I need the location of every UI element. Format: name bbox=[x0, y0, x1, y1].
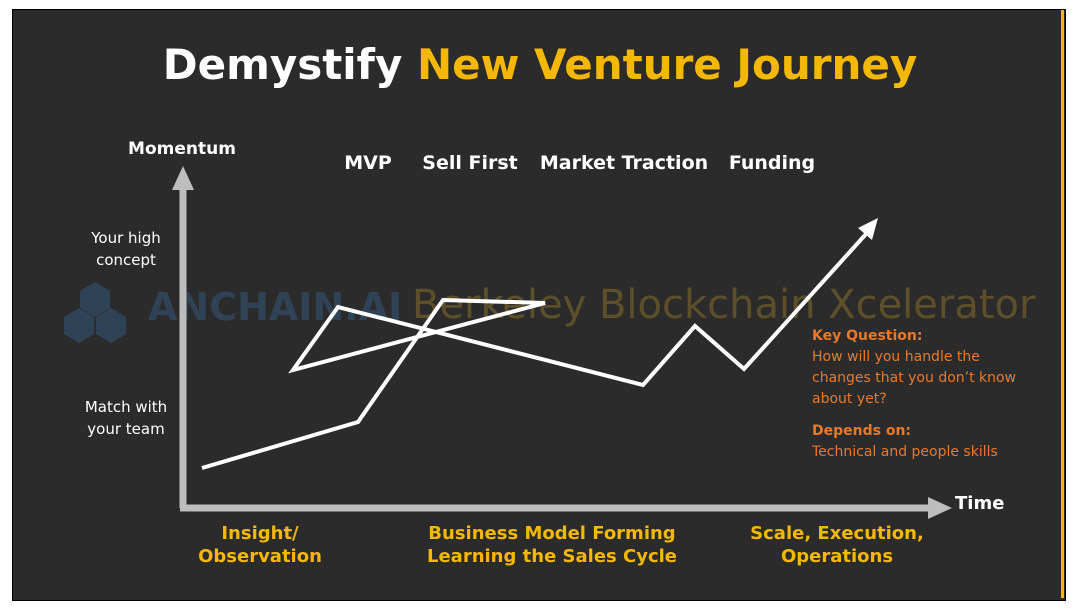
x-arrow bbox=[928, 497, 952, 519]
title: Demystify New Venture Journey bbox=[163, 40, 918, 89]
watermark-logo bbox=[64, 282, 126, 343]
watermark-left: ANCHAIN.AI bbox=[148, 285, 402, 329]
journey-line bbox=[201, 232, 868, 470]
axes bbox=[179, 185, 932, 512]
note-line: Technical and people skills bbox=[812, 444, 998, 460]
stage-label: Market Traction bbox=[539, 152, 709, 174]
y-label-high: Your high concept bbox=[91, 227, 161, 271]
note-heading: Depends on: bbox=[812, 423, 912, 439]
title-lead: Demystify bbox=[162, 40, 403, 89]
phase-label: Business Model Forming Learning the Sales… bbox=[427, 522, 677, 568]
line: Scale, Execution, bbox=[750, 523, 924, 544]
line: Match with bbox=[84, 398, 168, 416]
line: your team bbox=[87, 420, 165, 438]
note-line: How will you handle the bbox=[812, 349, 980, 365]
y-arrow bbox=[172, 166, 194, 190]
note-line: changes that you don’t know bbox=[812, 370, 1017, 386]
y-axis-label: Momentum bbox=[128, 139, 236, 159]
note-line: about yet? bbox=[812, 391, 887, 407]
accent-bar bbox=[1061, 10, 1064, 598]
phase-label: Scale, Execution, Operations bbox=[750, 522, 924, 568]
note: Key Question: How will you handle the ch… bbox=[812, 326, 1016, 463]
line: Your high bbox=[91, 229, 161, 247]
line: Learning the Sales Cycle bbox=[426, 546, 678, 567]
line: Observation bbox=[198, 546, 322, 567]
stage-label: Sell First bbox=[422, 152, 518, 174]
line: Insight/ bbox=[221, 523, 299, 544]
line: Operations bbox=[780, 546, 894, 567]
x-axis-label: Time bbox=[955, 493, 1005, 514]
watermark-right: Berkeley Blockchain Xcelerator bbox=[412, 282, 1036, 328]
line: concept bbox=[96, 251, 156, 269]
phase-label: Insight/Observation bbox=[198, 522, 322, 568]
note-heading: Key Question: bbox=[812, 328, 923, 344]
line: Business Model Forming bbox=[428, 523, 676, 544]
y-label-low: Match with your team bbox=[85, 396, 167, 440]
journey-arrow bbox=[858, 218, 878, 240]
title-highlight: New Venture Journey bbox=[416, 40, 918, 89]
stage-label: MVP bbox=[344, 152, 392, 174]
stage-label: Funding bbox=[728, 152, 816, 174]
